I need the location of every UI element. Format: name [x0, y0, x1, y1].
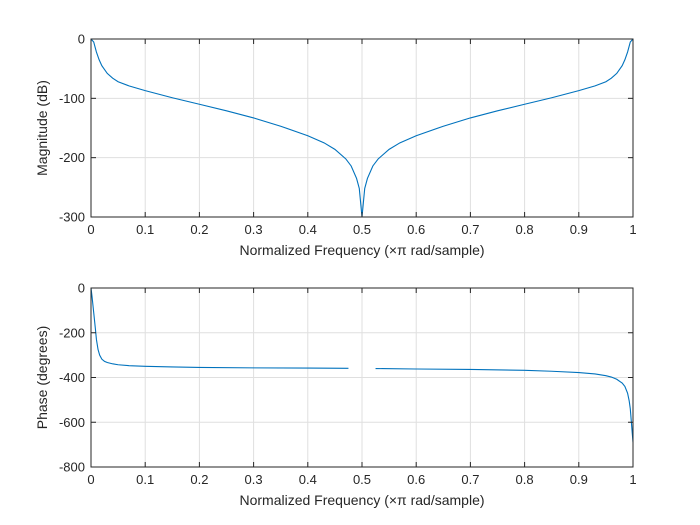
magnitude-x-axis-label: Normalized Frequency (×π rad/sample)	[239, 242, 484, 258]
magnitude-x-tick-label: 1	[629, 222, 636, 237]
magnitude-x-tick-label: 0.3	[245, 222, 263, 237]
magnitude-y-axis-label: Magnitude (dB)	[34, 80, 50, 176]
phase-x-tick-label: 0.8	[516, 472, 534, 487]
phase-y-tick-label: -200	[59, 325, 85, 340]
phase-series-line	[375, 368, 634, 443]
magnitude-axes: 0 0.1 0.2 0.3 0.4 0.5 0.6 0.7 0.8 0.9 1 -300 -200 -10…	[34, 32, 637, 259]
phase-x-tick-label: 0	[87, 472, 94, 487]
phase-x-tick-label: 0.2	[190, 472, 208, 487]
magnitude-y-tick-label: -300	[59, 210, 85, 225]
phase-x-tick-label: 0.1	[136, 472, 154, 487]
magnitude-y-tick-label: -100	[59, 91, 85, 106]
magnitude-y-tick-label: -200	[59, 150, 85, 165]
phase-x-tick-label: 0.3	[245, 472, 263, 487]
phase-x-tick-label: 0.6	[407, 472, 425, 487]
magnitude-x-tick-label: 0.6	[407, 222, 425, 237]
phase-x-tick-label: 1	[629, 472, 636, 487]
magnitude-y-tick-label: 0	[78, 32, 85, 47]
phase-y-tick-label: -400	[59, 370, 85, 385]
phase-series-line	[90, 287, 349, 369]
magnitude-x-tick-label: 0.1	[136, 222, 154, 237]
phase-y-tick-label: 0	[78, 281, 85, 296]
phase-y-tick-label: -800	[59, 460, 85, 475]
magnitude-x-tick-label: 0.2	[190, 222, 208, 237]
phase-x-axis-label: Normalized Frequency (×π rad/sample)	[239, 492, 484, 508]
magnitude-x-tick-label: 0.8	[516, 222, 534, 237]
phase-y-tick-label: -600	[59, 415, 85, 430]
magnitude-x-tick-label: 0.9	[570, 222, 588, 237]
phase-y-axis-label: Phase (degrees)	[34, 326, 50, 430]
magnitude-x-tick-label: 0.5	[353, 222, 371, 237]
phase-x-tick-label: 0.7	[461, 472, 479, 487]
phase-x-tick-label: 0.5	[353, 472, 371, 487]
magnitude-x-tick-label: 0.7	[461, 222, 479, 237]
magnitude-x-tick-label: 0	[87, 222, 94, 237]
phase-axes: 0 0.1 0.2 0.3 0.4 0.5 0.6 0.7 0.8 0.9 1 -800 -600 -40…	[34, 281, 637, 509]
phase-x-tick-label: 0.9	[570, 472, 588, 487]
phase-x-tick-label: 0.4	[299, 472, 317, 487]
magnitude-x-tick-label: 0.4	[299, 222, 317, 237]
